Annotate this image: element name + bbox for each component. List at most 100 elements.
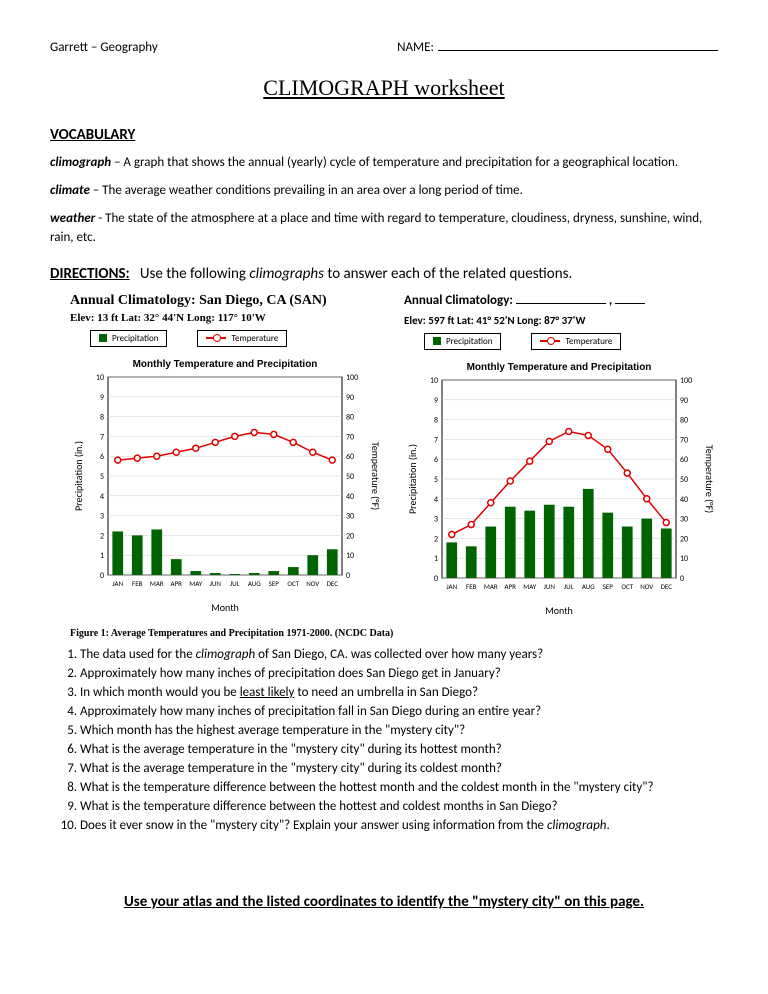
svg-text:10: 10 (680, 554, 688, 564)
chart-san-diego: Annual Climatology: San Diego, CA (SAN) … (70, 293, 384, 622)
svg-text:9: 9 (100, 393, 104, 403)
chart-mystery: Annual Climatology: , Elev: 597 ft Lat: … (404, 293, 718, 622)
svg-text:90: 90 (680, 396, 688, 406)
question-item: In which month would you be least likely… (80, 685, 718, 700)
svg-text:MAR: MAR (484, 582, 498, 591)
svg-text:50: 50 (346, 472, 354, 482)
worksheet-title: CLIMOGRAPH worksheet (50, 75, 718, 101)
svg-text:60: 60 (346, 452, 354, 462)
svg-text:FEB: FEB (132, 579, 143, 588)
svg-text:JUL: JUL (564, 582, 574, 591)
figure-caption: Figure 1: Average Temperatures and Preci… (70, 628, 718, 639)
question-item: What is the temperature difference betwe… (80, 799, 718, 814)
svg-text:30: 30 (680, 514, 688, 524)
svg-text:3: 3 (100, 511, 104, 521)
vocab-entry: climate – The average weather conditions… (50, 182, 718, 200)
svg-text:5: 5 (434, 475, 438, 485)
svg-text:Precipitation (in.): Precipitation (in.) (72, 441, 85, 511)
directions: DIRECTIONS: Use the following climograph… (50, 265, 718, 283)
svg-text:MAR: MAR (150, 579, 164, 588)
svg-text:JAN: JAN (112, 579, 123, 588)
question-item: The data used for the climograph of San … (80, 647, 718, 662)
svg-text:7: 7 (100, 432, 104, 442)
chart1-legend: Precipitation Temperature (90, 330, 384, 347)
svg-text:Monthly Temperature and Precip: Monthly Temperature and Precipitation (467, 362, 652, 373)
climograph-san-diego: Monthly Temperature and Precipitation 0 1 2… (70, 355, 380, 615)
question-item: Approximately how many inches of precipi… (80, 704, 718, 719)
svg-text:APR: APR (505, 582, 517, 591)
svg-text:NOV: NOV (640, 582, 653, 591)
question-item: What is the temperature difference betwe… (80, 780, 718, 795)
svg-text:2: 2 (434, 534, 438, 544)
chart1-title: Annual Climatology: San Diego, CA (SAN) (70, 293, 384, 309)
svg-text:OCT: OCT (287, 579, 299, 588)
climograph-mystery: Monthly Temperature and Precipitation012… (404, 358, 714, 618)
svg-text:MAY: MAY (189, 579, 203, 588)
svg-text:4: 4 (434, 495, 438, 505)
svg-text:70: 70 (680, 435, 688, 445)
svg-text:9: 9 (434, 396, 438, 406)
svg-text:20: 20 (680, 534, 688, 544)
question-item: Approximately how many inches of precipi… (80, 666, 718, 681)
svg-text:SEP: SEP (269, 579, 280, 588)
page-header: Garrett – Geography NAME: (50, 40, 718, 55)
svg-text:JUN: JUN (210, 579, 222, 588)
svg-text:20: 20 (346, 531, 354, 541)
svg-text:DEC: DEC (327, 579, 339, 588)
svg-text:4: 4 (100, 492, 104, 502)
legend-temp: Temperature (531, 333, 621, 350)
svg-text:10: 10 (430, 376, 438, 386)
svg-text:Monthly Temperature and Precip: Monthly Temperature and Precipitation (133, 359, 318, 370)
name-blank[interactable] (438, 50, 718, 51)
svg-text:0: 0 (346, 571, 350, 581)
chart2-legend: Precipitation Temperature (424, 333, 718, 350)
footer-instruction: Use your atlas and the listed coordinate… (50, 893, 718, 911)
svg-text:6: 6 (100, 452, 104, 462)
svg-text:70: 70 (346, 432, 354, 442)
svg-text:90: 90 (346, 393, 354, 403)
teacher-course: Garrett – Geography (50, 40, 158, 55)
svg-text:7: 7 (434, 435, 438, 445)
square-icon (433, 337, 441, 345)
name-field: NAME: (397, 40, 718, 55)
legend-precip: Precipitation (424, 333, 501, 350)
svg-text:60: 60 (680, 455, 688, 465)
legend-temp: Temperature (197, 330, 287, 347)
svg-text:Temperature (°F): Temperature (°F) (369, 442, 380, 510)
svg-text:40: 40 (680, 495, 688, 505)
directions-label: DIRECTIONS: (50, 265, 130, 283)
svg-text:AUG: AUG (582, 582, 595, 591)
svg-text:OCT: OCT (621, 582, 633, 591)
svg-text:Month: Month (211, 601, 239, 614)
question-list: The data used for the climograph of San … (80, 647, 718, 833)
line-marker-icon (206, 337, 226, 339)
svg-text:100: 100 (680, 376, 692, 386)
legend-precip: Precipitation (90, 330, 167, 347)
line-marker-icon (540, 340, 560, 342)
svg-text:Temperature (°F): Temperature (°F) (703, 445, 714, 513)
vocab-list: climograph – A graph that shows the annu… (50, 154, 718, 247)
svg-text:NOV: NOV (306, 579, 319, 588)
svg-text:10: 10 (346, 551, 354, 561)
question-item: Which month has the highest average temp… (80, 723, 718, 738)
svg-text:40: 40 (346, 492, 354, 502)
svg-text:50: 50 (680, 475, 688, 485)
charts-row: Annual Climatology: San Diego, CA (SAN) … (70, 293, 718, 622)
svg-text:0: 0 (680, 574, 684, 584)
svg-text:0: 0 (434, 574, 438, 584)
svg-text:JAN: JAN (446, 582, 457, 591)
svg-text:0: 0 (100, 571, 104, 581)
state-blank[interactable] (615, 303, 645, 304)
svg-text:2: 2 (100, 531, 104, 541)
svg-text:JUL: JUL (230, 579, 240, 588)
city-blank[interactable] (516, 303, 606, 304)
svg-text:1: 1 (100, 551, 104, 561)
svg-text:80: 80 (680, 415, 688, 425)
svg-text:8: 8 (100, 412, 104, 422)
svg-text:FEB: FEB (466, 582, 477, 591)
vocab-entry: weather - The state of the atmosphere at… (50, 210, 718, 246)
vocab-entry: climograph – A graph that shows the annu… (50, 154, 718, 172)
svg-text:80: 80 (346, 412, 354, 422)
svg-text:30: 30 (346, 511, 354, 521)
question-item: Does it ever snow in the "mystery city"?… (80, 818, 718, 833)
